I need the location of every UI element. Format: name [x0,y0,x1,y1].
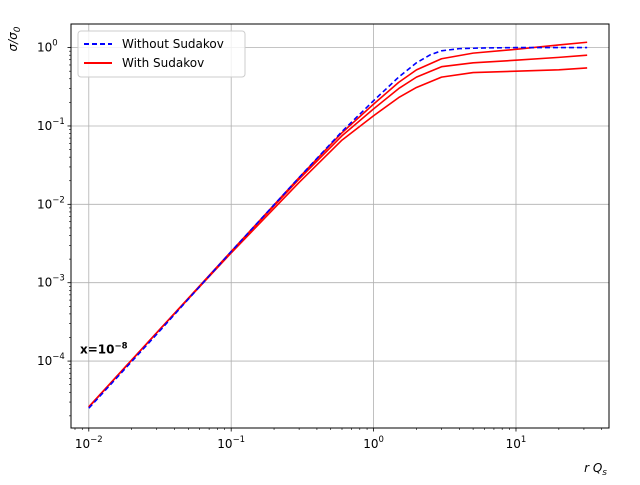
axis-ticks: 10−2 10−1 100 101 10−4 10−3 10−2 10−1 100 [37,39,603,451]
annotation-x-value: x=10−8 [80,342,128,357]
x-tick-label: 10−1 [217,435,245,451]
series-line-with-sudakov-3 [88,67,588,408]
y-tick-label: 10−2 [37,195,65,211]
legend-label-without-sudakov: Without Sudakov [122,37,224,51]
legend: Without Sudakov With Sudakov [77,30,246,78]
x-tick-label: 100 [363,435,384,451]
y-tick-label: 100 [37,39,58,55]
series-group [88,41,588,409]
x-axis-label: r Qs [584,461,607,478]
x-tick-label: 101 [506,435,527,451]
x-tick-label: 10−2 [75,435,103,451]
y-tick-label: 10−1 [37,117,65,133]
legend-box [77,30,246,78]
y-tick-label: 10−4 [37,352,65,368]
legend-label-with-sudakov: With Sudakov [122,56,204,70]
y-tick-label: 10−3 [37,274,65,290]
plot-frame [70,23,610,429]
series-line-without-sudakov [88,46,588,409]
y-axis-label: σ/σ0 [6,26,23,51]
